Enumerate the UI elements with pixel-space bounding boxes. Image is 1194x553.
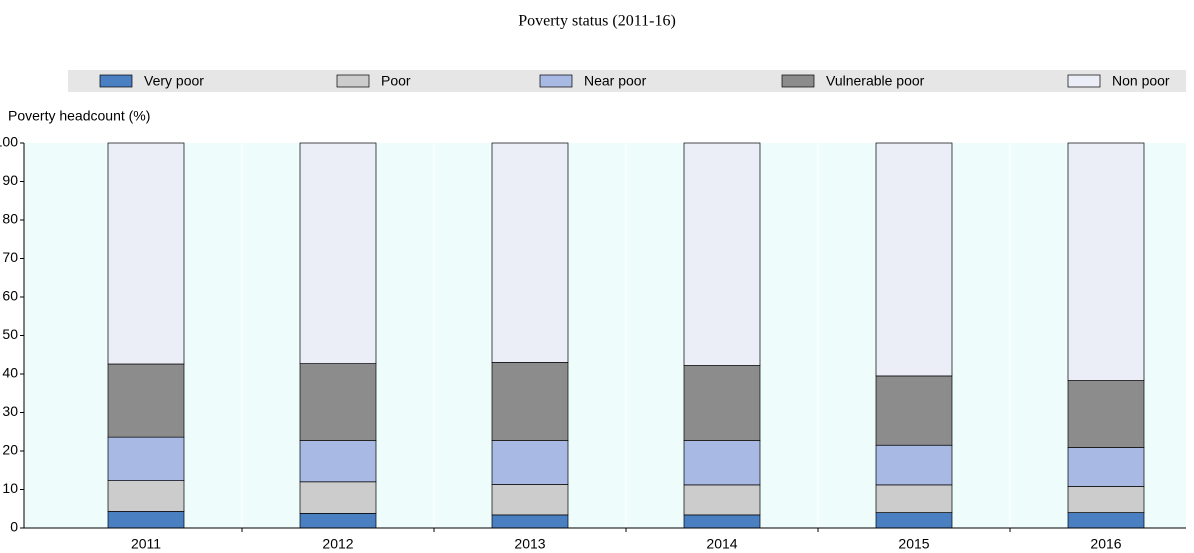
y-axis-label: Poverty headcount (%) <box>8 108 150 124</box>
bar-segment <box>683 484 761 516</box>
bar-segment <box>491 142 569 363</box>
bar-segment <box>491 514 569 529</box>
y-tick-label: 80 <box>2 211 18 227</box>
bar-segment <box>875 444 953 486</box>
y-tick-label: 90 <box>2 172 18 188</box>
legend-label: Poor <box>381 73 411 89</box>
legend-swatch <box>1067 74 1101 88</box>
bar-segment <box>1067 380 1145 448</box>
bar-segment <box>107 142 185 365</box>
bar-segment <box>107 511 185 529</box>
y-tick-label: 0 <box>10 519 18 535</box>
x-tick-label: 2011 <box>131 536 161 552</box>
bar-segment <box>299 363 377 441</box>
y-tick-label: 40 <box>2 365 18 381</box>
legend-label: Vulnerable poor <box>826 73 925 89</box>
x-tick-label: 2016 <box>1090 536 1121 552</box>
y-tick-label: 70 <box>2 249 18 265</box>
bar-segment <box>491 484 569 516</box>
bar-segment <box>299 513 377 529</box>
y-tick-label: 100 <box>0 134 18 150</box>
bar-segment <box>1067 142 1145 381</box>
y-tick-label: 30 <box>2 403 18 419</box>
bar-segment <box>875 484 953 513</box>
y-tick-label: 20 <box>2 442 18 458</box>
bar-segment <box>875 375 953 446</box>
bar-segment <box>107 436 185 481</box>
legend-swatch <box>781 74 815 88</box>
bar-segment <box>107 480 185 512</box>
x-tick-label: 2013 <box>514 536 545 552</box>
legend-swatch <box>539 74 573 88</box>
bar-segment <box>683 365 761 441</box>
x-tick-label: 2015 <box>898 536 929 552</box>
legend-swatch <box>336 74 370 88</box>
bar-segment <box>491 440 569 485</box>
bar-segment <box>1067 512 1145 529</box>
plot-area <box>24 143 1186 528</box>
bar-segment <box>875 142 953 377</box>
bar-segment <box>1067 447 1145 487</box>
y-tick-label: 60 <box>2 288 18 304</box>
x-tick-label: 2012 <box>322 536 353 552</box>
legend-label: Near poor <box>584 73 647 89</box>
bar-segment <box>683 142 761 366</box>
legend-label: Non poor <box>1112 73 1170 89</box>
bar-segment <box>875 512 953 529</box>
y-tick-label: 50 <box>2 326 18 342</box>
bar-segment <box>299 481 377 514</box>
legend-label: Very poor <box>144 73 204 89</box>
x-tick-label: 2014 <box>706 536 737 552</box>
chart-title: Poverty status (2011-16) <box>518 13 676 30</box>
y-tick-label: 10 <box>2 480 18 496</box>
bar-segment <box>683 514 761 529</box>
bar-segment <box>1067 486 1145 513</box>
bar-segment <box>107 363 185 438</box>
legend-swatch <box>99 74 133 88</box>
bar-segment <box>491 362 569 441</box>
bar-segment <box>299 142 377 364</box>
bar-segment <box>683 440 761 486</box>
bar-segment <box>299 440 377 483</box>
